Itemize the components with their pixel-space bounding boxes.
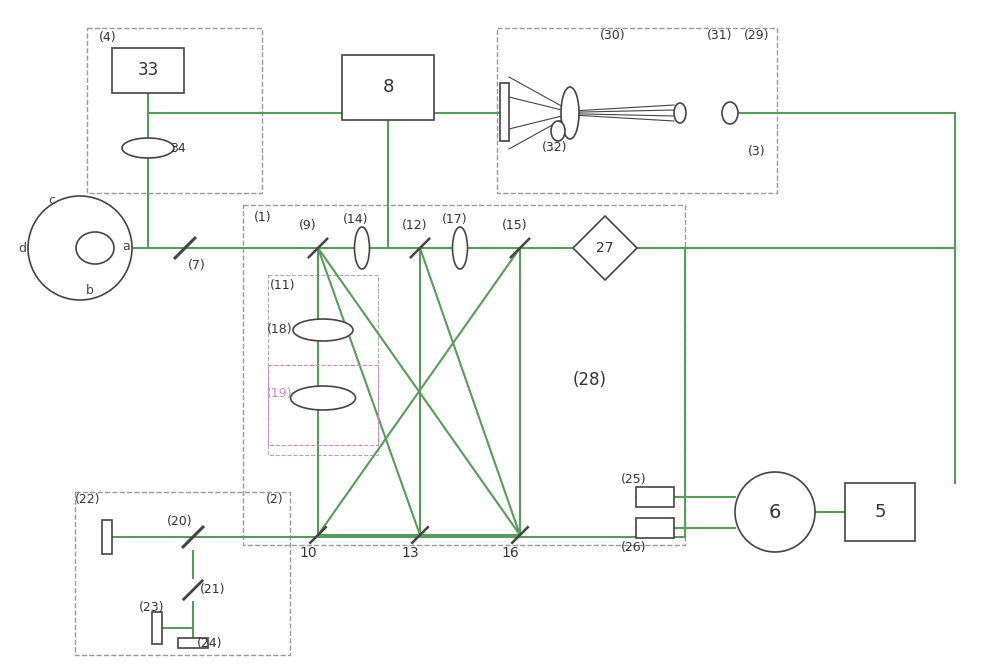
- Text: 16: 16: [501, 546, 519, 560]
- Text: (14): (14): [343, 213, 369, 227]
- Ellipse shape: [452, 227, 468, 269]
- Text: (11): (11): [270, 278, 296, 291]
- Bar: [268, 365, 378, 445]
- Text: 6: 6: [769, 503, 781, 521]
- Text: 27: 27: [596, 241, 614, 255]
- Text: b: b: [86, 284, 94, 297]
- Circle shape: [28, 196, 132, 300]
- Text: (7): (7): [188, 260, 206, 272]
- Bar: [75, 492, 290, 655]
- Ellipse shape: [122, 138, 174, 158]
- Text: (18): (18): [267, 323, 293, 336]
- Text: 34: 34: [170, 142, 186, 154]
- Text: 5: 5: [874, 503, 886, 521]
- Text: (20): (20): [167, 515, 193, 527]
- Ellipse shape: [561, 87, 579, 139]
- Text: (24): (24): [197, 637, 223, 650]
- Text: (26): (26): [621, 541, 647, 554]
- Bar: [243, 205, 685, 545]
- Text: c: c: [48, 193, 56, 207]
- Text: (22): (22): [75, 493, 101, 507]
- Text: (21): (21): [200, 584, 226, 597]
- Bar: [152, 612, 162, 644]
- Text: 10: 10: [299, 546, 317, 560]
- Text: 8: 8: [382, 78, 394, 96]
- Ellipse shape: [722, 102, 738, 124]
- Bar: [636, 518, 674, 538]
- Ellipse shape: [293, 319, 353, 341]
- Bar: [636, 487, 674, 507]
- Text: (32): (32): [542, 142, 568, 154]
- Ellipse shape: [354, 227, 370, 269]
- Text: (28): (28): [573, 371, 607, 389]
- Text: d: d: [18, 242, 26, 254]
- Bar: [268, 275, 378, 455]
- Text: (2): (2): [266, 493, 284, 507]
- Bar: [845, 483, 915, 541]
- Bar: [112, 48, 184, 93]
- Ellipse shape: [76, 232, 114, 264]
- Polygon shape: [573, 216, 637, 280]
- Bar: [342, 55, 434, 120]
- Text: (4): (4): [99, 32, 117, 44]
- Bar: [500, 83, 509, 141]
- Text: 33: 33: [137, 61, 159, 79]
- Bar: [102, 520, 112, 554]
- Text: (23): (23): [139, 601, 165, 613]
- Text: (19): (19): [267, 386, 293, 399]
- Text: a: a: [122, 240, 130, 252]
- Text: (12): (12): [402, 219, 428, 232]
- Text: (30): (30): [600, 28, 626, 42]
- Bar: [178, 638, 208, 648]
- Text: (3): (3): [748, 146, 766, 158]
- Text: (25): (25): [621, 472, 647, 486]
- Ellipse shape: [290, 386, 356, 410]
- Bar: [497, 28, 777, 193]
- Ellipse shape: [551, 121, 565, 141]
- Text: (9): (9): [299, 219, 317, 232]
- Text: 13: 13: [401, 546, 419, 560]
- Circle shape: [735, 472, 815, 552]
- Bar: [87, 28, 262, 193]
- Text: (29): (29): [744, 28, 770, 42]
- Ellipse shape: [674, 103, 686, 123]
- Text: (1): (1): [254, 211, 272, 225]
- Text: (15): (15): [502, 219, 528, 232]
- Text: (17): (17): [442, 213, 468, 227]
- Text: (31): (31): [707, 28, 733, 42]
